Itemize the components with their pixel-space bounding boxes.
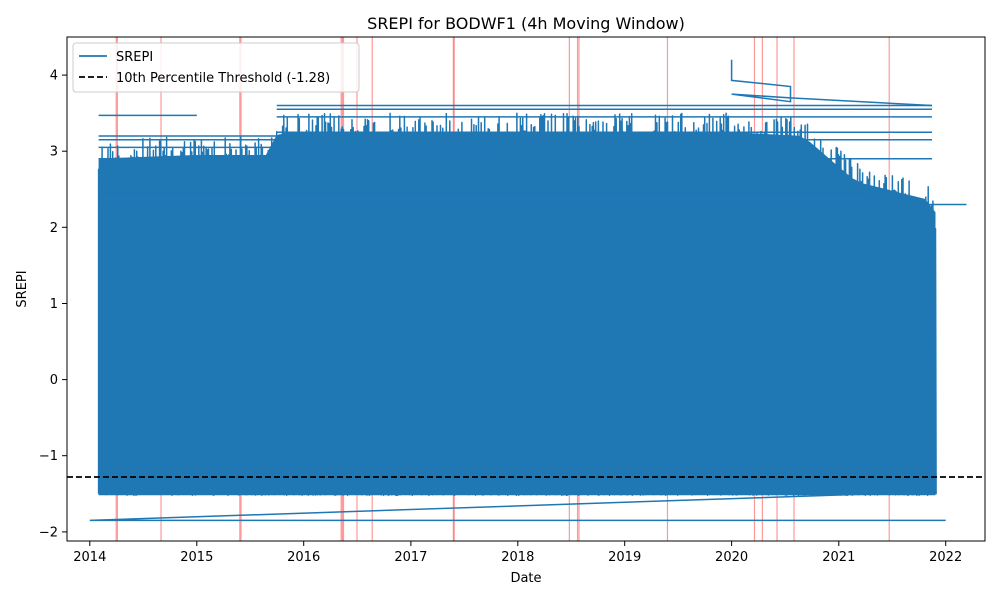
x-tick-label: 2017 bbox=[394, 550, 427, 565]
x-tick-label: 2015 bbox=[180, 550, 213, 565]
x-tick-label: 2022 bbox=[929, 550, 962, 565]
x-tick-label: 2021 bbox=[822, 550, 855, 565]
plot-frame bbox=[66, 36, 986, 542]
y-axis: −2 −1 0 1 2 3 4 bbox=[39, 69, 67, 540]
legend-label-srepi: SREPI bbox=[116, 50, 153, 65]
y-tick-label: −2 bbox=[39, 525, 58, 540]
x-tick-label: 2014 bbox=[73, 550, 106, 565]
y-tick-label: 1 bbox=[50, 297, 58, 312]
x-tick-label: 2020 bbox=[715, 550, 748, 565]
srepi-peak bbox=[730, 59, 933, 107]
x-tick-label: 2016 bbox=[287, 550, 320, 565]
chart-title: SREPI for BODWF1 (4h Moving Window) bbox=[367, 14, 685, 33]
x-axis-title: Date bbox=[510, 571, 541, 586]
y-tick-label: 4 bbox=[50, 69, 58, 84]
srepi-series bbox=[89, 59, 967, 522]
legend: SREPI 10th Percentile Threshold (-1.28) bbox=[72, 42, 360, 93]
y-tick-label: 3 bbox=[50, 145, 58, 160]
plot-area bbox=[67, 37, 985, 541]
legend-box bbox=[72, 42, 360, 93]
y-tick-label: −1 bbox=[39, 449, 58, 464]
x-axis: 2014 2015 2016 2017 2018 2019 2020 2021 2022 bbox=[73, 541, 962, 565]
legend-label-threshold: 10th Percentile Threshold (-1.28) bbox=[116, 71, 330, 86]
y-tick-label: 0 bbox=[50, 373, 58, 388]
x-tick-label: 2019 bbox=[608, 550, 641, 565]
x-tick-label: 2018 bbox=[501, 550, 534, 565]
y-tick-label: 2 bbox=[50, 221, 58, 236]
srepi-dense-band bbox=[98, 132, 936, 496]
y-axis-title: SREPI bbox=[15, 270, 30, 307]
